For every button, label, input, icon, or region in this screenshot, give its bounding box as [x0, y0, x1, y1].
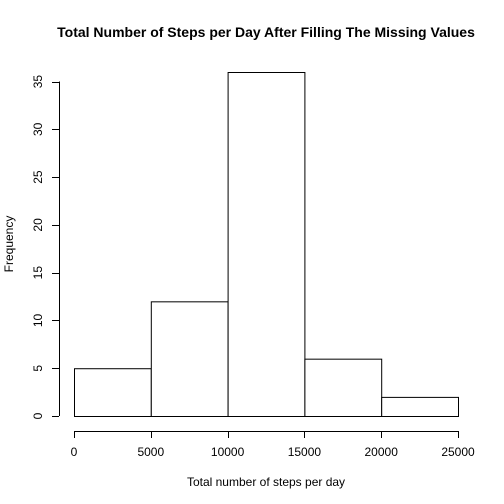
histogram-bar-0 — [74, 368, 152, 418]
histogram-bars — [74, 72, 460, 418]
histogram-bar-2 — [227, 72, 306, 417]
x-axis: 0 5000 10000 15000 20000 25000 — [71, 431, 475, 459]
y-tick-label-4: 20 — [31, 218, 45, 232]
x-tick-label-3: 15000 — [288, 445, 322, 459]
x-tick-label-5: 25000 — [441, 445, 475, 459]
x-tick-label-4: 20000 — [365, 445, 399, 459]
x-axis-label: Total number of steps per day — [187, 475, 345, 489]
y-tick-label-7: 35 — [31, 75, 45, 89]
x-tick-label-0: 0 — [71, 445, 78, 459]
y-tick-label-5: 25 — [31, 170, 45, 184]
y-tick-label-6: 30 — [31, 122, 45, 136]
y-tick-label-2: 10 — [31, 313, 45, 327]
y-axis-label: Frequency — [2, 216, 16, 273]
histogram-bar-1 — [150, 301, 229, 418]
histogram-bar-4 — [381, 396, 460, 417]
histogram-bar-3 — [304, 358, 383, 417]
x-tick-label-1: 5000 — [137, 445, 164, 459]
y-tick-label-3: 15 — [31, 266, 45, 280]
y-tick-label-1: 5 — [31, 365, 45, 372]
chart-title: Total Number of Steps per Day After Fill… — [57, 24, 475, 40]
y-tick-label-0: 0 — [31, 412, 45, 419]
x-tick-label-2: 10000 — [211, 445, 245, 459]
y-axis: 0 5 10 15 20 25 30 35 — [31, 75, 60, 419]
